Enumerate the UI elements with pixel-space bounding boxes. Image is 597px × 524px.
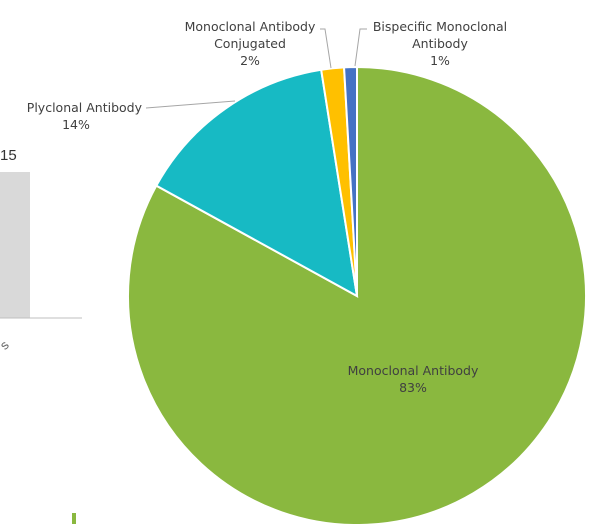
leader-line-3 [354,28,367,67]
slice-3-percent: 1% [430,53,450,68]
slice-3-label: Antibody [412,36,468,51]
green-accent [72,513,76,524]
pie-slices [127,65,587,524]
green-accent-mark [72,513,76,524]
slice-0-percent: 83% [399,380,427,395]
slice-3-label: Bispecific Monoclonal [373,19,507,34]
pie-slice-1 [154,68,359,298]
pie-slice-0 [127,65,587,524]
background-tick-label: 15 [0,147,17,164]
pie-leader-lines [145,28,367,109]
pie-slice-3 [343,65,358,297]
background-bar [0,172,30,318]
leader-line-1 [145,100,236,109]
slice-1-percent: 14% [62,117,90,132]
slice-2-label: Conjugated [214,36,286,51]
pie-labels: Monoclonal Antibody 83% Plyclonal Antibody… [27,19,507,395]
background-bar-chart-fragment: 15 s [0,147,82,353]
slice-0-label: Monoclonal Antibody [348,363,479,378]
leader-line-2 [320,28,332,69]
slice-2-label: Monoclonal Antibody [185,19,316,34]
background-category-label: s [0,337,12,353]
slice-1-label: Plyclonal Antibody [27,100,143,115]
slice-2-percent: 2% [240,53,260,68]
